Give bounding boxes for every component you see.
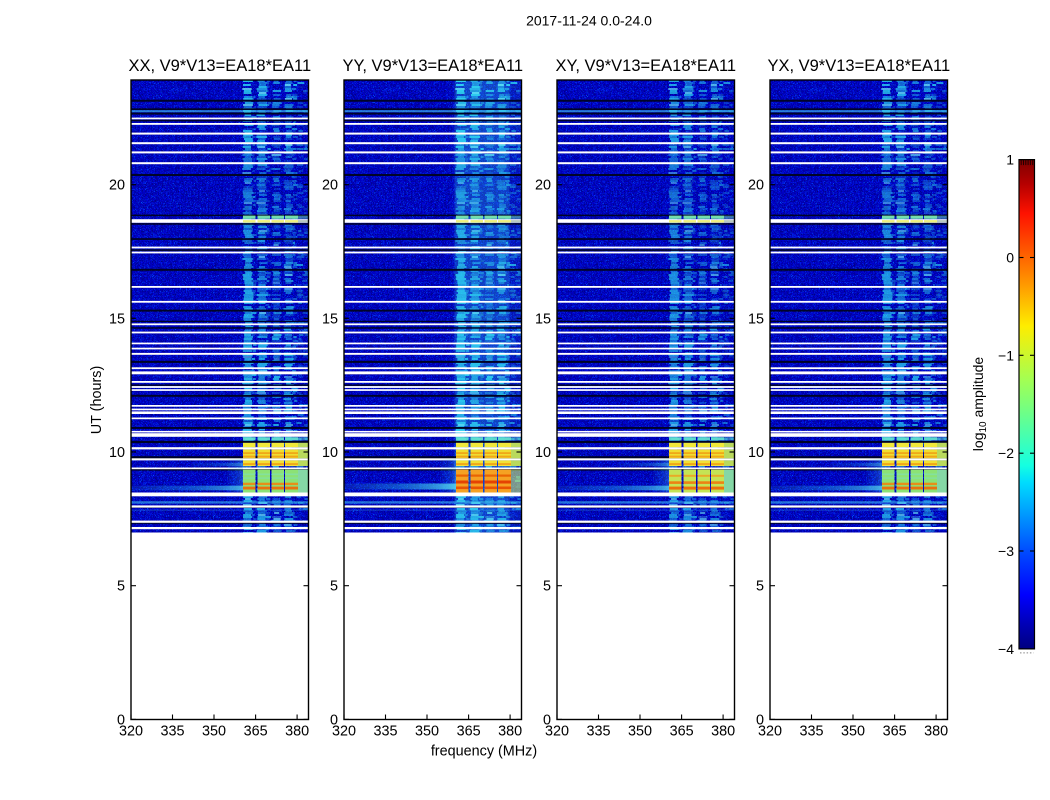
- svg-text:380: 380: [285, 724, 309, 740]
- svg-text:350: 350: [202, 724, 226, 740]
- svg-text:335: 335: [799, 724, 823, 740]
- svg-text:10: 10: [109, 445, 125, 461]
- svg-text:350: 350: [841, 724, 865, 740]
- svg-text:YX, V9*V13=EA18*EA11: YX, V9*V13=EA18*EA11: [767, 57, 950, 75]
- svg-text:10: 10: [535, 445, 551, 461]
- svg-text:320: 320: [545, 724, 569, 740]
- svg-text:5: 5: [543, 579, 551, 595]
- svg-text:20: 20: [535, 178, 551, 194]
- svg-text:20: 20: [109, 178, 125, 194]
- svg-text:335: 335: [373, 724, 397, 740]
- svg-text:320: 320: [758, 724, 782, 740]
- svg-text:380: 380: [924, 724, 948, 740]
- svg-text:0: 0: [756, 712, 764, 728]
- svg-text:335: 335: [160, 724, 184, 740]
- svg-text:350: 350: [415, 724, 439, 740]
- svg-text:350: 350: [628, 724, 652, 740]
- svg-text:5: 5: [330, 579, 338, 595]
- svg-text:15: 15: [109, 311, 125, 327]
- svg-text:15: 15: [322, 311, 338, 327]
- svg-text:XX, V9*V13=EA18*EA11: XX, V9*V13=EA18*EA11: [128, 57, 311, 75]
- svg-text:10: 10: [748, 445, 764, 461]
- svg-text:335: 335: [586, 724, 610, 740]
- svg-text:UT (hours): UT (hours): [89, 366, 105, 435]
- svg-text:365: 365: [883, 724, 907, 740]
- svg-text:320: 320: [332, 724, 356, 740]
- svg-text:5: 5: [117, 579, 125, 595]
- svg-text:365: 365: [670, 724, 694, 740]
- svg-text:320: 320: [119, 724, 143, 740]
- svg-text:0: 0: [330, 712, 338, 728]
- svg-text:−2: −2: [998, 445, 1014, 461]
- svg-text:1: 1: [1006, 152, 1014, 168]
- svg-text:−4: −4: [998, 641, 1014, 657]
- svg-text:365: 365: [244, 724, 268, 740]
- svg-text:365: 365: [457, 724, 481, 740]
- svg-text:0: 0: [543, 712, 551, 728]
- svg-text:15: 15: [748, 311, 764, 327]
- svg-text:380: 380: [498, 724, 522, 740]
- svg-text:15: 15: [535, 311, 551, 327]
- svg-text:frequency (MHz): frequency (MHz): [431, 744, 537, 760]
- svg-text:10: 10: [322, 445, 338, 461]
- svg-text:20: 20: [748, 178, 764, 194]
- svg-text:−1: −1: [998, 347, 1014, 363]
- svg-text:YY, V9*V13=EA18*EA11: YY, V9*V13=EA18*EA11: [343, 57, 524, 75]
- svg-text:20: 20: [322, 178, 338, 194]
- svg-text:380: 380: [711, 724, 735, 740]
- svg-text:0: 0: [117, 712, 125, 728]
- svg-text:2017-11-24 0.0-24.0: 2017-11-24 0.0-24.0: [526, 13, 652, 29]
- svg-text:5: 5: [756, 579, 764, 595]
- svg-text:XY, V9*V13=EA18*EA11: XY, V9*V13=EA18*EA11: [556, 57, 737, 75]
- svg-text:0: 0: [1006, 250, 1014, 266]
- svg-text:−3: −3: [998, 543, 1014, 559]
